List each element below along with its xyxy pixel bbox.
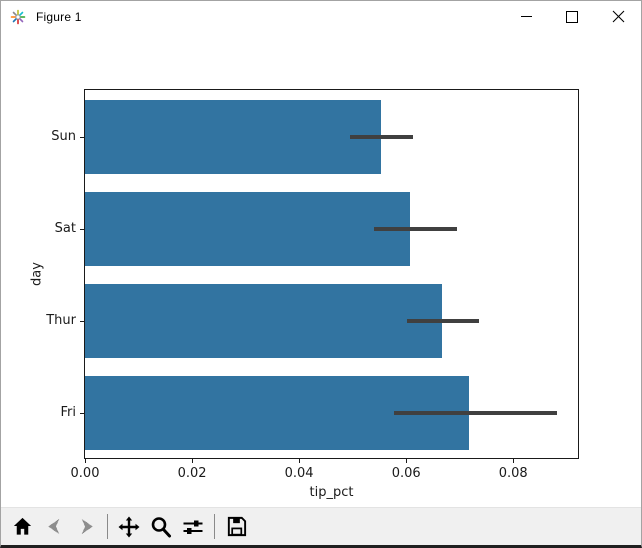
y-tick (80, 413, 84, 414)
magnifier-icon (151, 516, 171, 537)
pan-arrows-icon (118, 516, 140, 537)
error-bar-thur (407, 319, 479, 323)
x-tick-label: 0.02 (177, 466, 207, 481)
maximize-icon (566, 10, 578, 23)
minimize-button[interactable] (503, 1, 549, 32)
figure-canvas[interactable]: Sun Sat Thur Fri 0.00 0.02 0.04 0.06 0.08 tip_pc… (1, 32, 641, 507)
y-tick-label: Fri (60, 405, 77, 421)
y-tick (80, 229, 84, 230)
bar-thur (85, 284, 442, 358)
back-arrow-icon (47, 518, 59, 535)
back-button[interactable] (39, 512, 69, 542)
y-axis-label: day (29, 262, 45, 286)
window-controls (503, 1, 641, 32)
minimize-icon (520, 16, 532, 17)
y-tick-label: Sat (54, 221, 76, 237)
x-axis-label: tip_pct (309, 485, 354, 500)
zoom-button[interactable] (146, 512, 176, 542)
home-button[interactable] (7, 512, 37, 542)
home-icon (13, 517, 31, 535)
configure-subplots-button[interactable] (178, 512, 208, 542)
forward-button[interactable] (71, 512, 101, 542)
close-icon (612, 10, 624, 23)
y-tick (80, 321, 84, 322)
sliders-icon (183, 520, 203, 534)
x-tick (299, 459, 301, 463)
pan-button[interactable] (114, 512, 144, 542)
x-tick (406, 459, 408, 463)
x-tick-label: 0.08 (498, 466, 528, 481)
error-bar-sun (350, 135, 414, 139)
x-tick-label: 0.00 (70, 466, 100, 481)
save-button[interactable] (221, 512, 251, 542)
y-tick-label: Thur (46, 313, 76, 329)
window-title: Figure 1 (36, 9, 82, 24)
axes: Sun Sat Thur Fri 0.00 0.02 0.04 0.06 0.08 tip_pc… (29, 89, 579, 500)
bar-sun (85, 100, 381, 174)
error-bar-fri (393, 411, 558, 415)
toolbar-separator (214, 514, 215, 539)
x-tick (513, 459, 515, 463)
forward-arrow-icon (81, 518, 93, 535)
y-tick (80, 137, 84, 138)
x-tick (192, 459, 194, 463)
error-bar-sat (374, 227, 458, 231)
x-tick-label: 0.06 (391, 466, 421, 481)
bar-sat (85, 192, 410, 266)
navigation-toolbar (1, 507, 641, 545)
floppy-disk-icon (227, 516, 246, 537)
toolbar-separator (107, 514, 108, 539)
x-tick (85, 459, 86, 463)
title-bar[interactable]: Figure 1 (1, 1, 641, 32)
x-tick-label: 0.04 (284, 466, 314, 481)
maximize-button[interactable] (549, 1, 595, 32)
y-tick-label: Sun (51, 129, 76, 145)
matplotlib-icon (9, 8, 27, 26)
close-button[interactable] (595, 1, 641, 32)
